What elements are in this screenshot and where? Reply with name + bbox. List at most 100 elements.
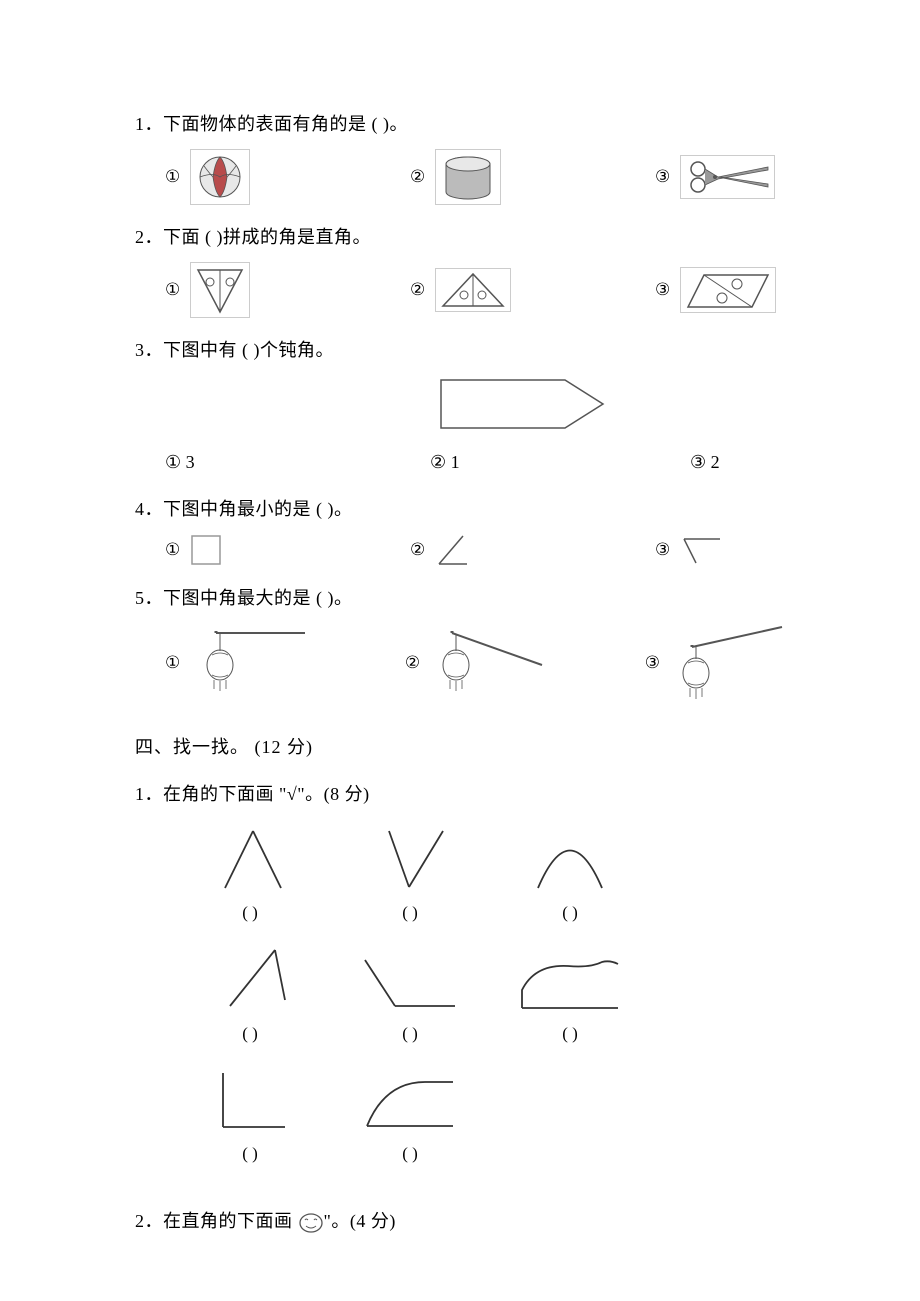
- s4q2-stem-a: 在直角的下面画: [163, 1211, 298, 1231]
- q1-num: 1．: [135, 114, 163, 134]
- q1-opt1: ①: [165, 149, 400, 205]
- find-cell-3: ( ): [490, 818, 650, 926]
- lantern-2-icon: [430, 623, 550, 703]
- q2-options: ① ② ③: [135, 262, 790, 318]
- q3-text: 3．下图中有 ( )个钝角。: [135, 336, 790, 365]
- question-1: 1．下面物体的表面有角的是 ( )。 ① ②: [135, 110, 790, 205]
- find-paren-4: ( ): [242, 1020, 258, 1047]
- q1-text: 1．下面物体的表面有角的是 ( )。: [135, 110, 790, 139]
- question-3: 3．下图中有 ( )个钝角。 ① 3 ② 1 ③ 2: [135, 336, 790, 478]
- find-paren-7: ( ): [242, 1140, 258, 1167]
- find-paren-1: ( ): [242, 899, 258, 926]
- find-paren-2: ( ): [402, 899, 418, 926]
- arc-shape-icon: [520, 823, 620, 893]
- q4-stem: 下图中角最小的是 ( )。: [163, 499, 353, 519]
- angle-shape-5-icon: [355, 954, 465, 1014]
- q4-num: 4．: [135, 499, 163, 519]
- question-2: 2．下面 ( )拼成的角是直角。 ① ②: [135, 223, 790, 318]
- q4-opt1: ①: [165, 534, 400, 566]
- curve-shape-8-icon: [355, 1074, 465, 1134]
- find-cell-7: ( ): [170, 1059, 330, 1167]
- angle-acute-low-icon: [435, 534, 471, 566]
- q3-opt3: ③ 2: [690, 448, 720, 477]
- q4-text: 4．下图中角最小的是 ( )。: [135, 495, 790, 524]
- find-cell-6: ( ): [490, 939, 650, 1047]
- find-paren-8: ( ): [402, 1140, 418, 1167]
- s4q1-num: 1．: [135, 784, 163, 804]
- q1-opt3-num: ③: [655, 163, 670, 190]
- angle-shape-2-icon: [365, 823, 455, 893]
- question-5: 5．下图中角最大的是 ( )。 ① ②: [135, 584, 790, 703]
- find-cell-8: ( ): [330, 1059, 490, 1167]
- q2-num: 2．: [135, 227, 163, 247]
- square-icon: [190, 534, 224, 566]
- q1-opt2: ②: [410, 149, 645, 205]
- q5-opt2: ②: [405, 623, 635, 703]
- curve-shape-6-icon: [510, 954, 630, 1014]
- s4q1-text: 1．在角的下面画 "√"。(8 分): [135, 780, 790, 809]
- smiley-icon: [298, 1212, 324, 1234]
- find-paren-6: ( ): [562, 1020, 578, 1047]
- right-angle-shape-icon: [205, 1069, 295, 1134]
- q3-stem: 下图中有 ( )个钝角。: [163, 340, 334, 360]
- q4-opt3-num: ③: [655, 536, 670, 563]
- q3-opt2: ② 1: [430, 448, 690, 477]
- angle-obtuse-icon: [680, 535, 722, 565]
- find-paren-3: ( ): [562, 899, 578, 926]
- q2-opt1: ①: [165, 262, 400, 318]
- q4-options: ① ② ③: [135, 534, 790, 566]
- triangle-up-icon: [435, 268, 511, 312]
- s4q2-num: 2．: [135, 1211, 163, 1231]
- q5-num: 5．: [135, 588, 163, 608]
- lantern-1-icon: [190, 623, 310, 703]
- triangle-down-icon: [190, 262, 250, 318]
- q2-opt1-num: ①: [165, 276, 180, 303]
- section4-q1: 1．在角的下面画 "√"。(8 分) ( ) ( ): [135, 780, 790, 1179]
- q5-options: ① ②: [135, 623, 790, 703]
- q5-opt3-num: ③: [645, 649, 660, 676]
- cylinder-icon: [435, 149, 501, 205]
- angle-shape-4-icon: [205, 944, 295, 1014]
- q4-opt3: ③: [655, 535, 722, 565]
- ball-icon: [190, 149, 250, 205]
- q1-opt2-num: ②: [410, 163, 425, 190]
- parallelogram-icon: [680, 267, 776, 313]
- s4q2-text: 2．在直角的下面画 "。(4 分): [135, 1207, 790, 1236]
- lantern-3-icon: [670, 623, 790, 703]
- q5-opt1-num: ①: [165, 649, 180, 676]
- q1-stem: 下面物体的表面有角的是 ( )。: [163, 114, 408, 134]
- q2-opt2: ②: [410, 268, 645, 312]
- find-paren-5: ( ): [402, 1020, 418, 1047]
- q2-opt3: ③: [655, 267, 776, 313]
- q3-num: 3．: [135, 340, 163, 360]
- q4-opt2: ②: [410, 534, 645, 566]
- q1-options: ① ② ③: [135, 149, 790, 205]
- q4-opt2-num: ②: [410, 536, 425, 563]
- q2-opt2-num: ②: [410, 276, 425, 303]
- q2-opt3-num: ③: [655, 276, 670, 303]
- q1-opt1-num: ①: [165, 163, 180, 190]
- find-grid: ( ) ( ) ( ): [135, 818, 790, 1179]
- q3-opt1: ① 3: [165, 448, 430, 477]
- angle-shape-1-icon: [205, 823, 295, 893]
- question-4: 4．下图中角最小的是 ( )。 ① ② ③: [135, 495, 790, 566]
- s4q1-stem: 在角的下面画 "√"。(8 分): [163, 784, 370, 804]
- q5-opt1: ①: [165, 623, 395, 703]
- find-cell-1: ( ): [170, 818, 330, 926]
- find-cell-4: ( ): [170, 939, 330, 1047]
- q3-options: ① 3 ② 1 ③ 2: [135, 448, 790, 477]
- q5-text: 5．下图中角最大的是 ( )。: [135, 584, 790, 613]
- find-cell-2: ( ): [330, 818, 490, 926]
- q1-opt3: ③: [655, 155, 775, 199]
- section4-q2: 2．在直角的下面画 "。(4 分): [135, 1207, 790, 1236]
- q5-stem: 下图中角最大的是 ( )。: [163, 588, 353, 608]
- q5-opt3: ③: [645, 623, 790, 703]
- q3-shape: [135, 374, 790, 434]
- q5-opt2-num: ②: [405, 649, 420, 676]
- section-4-title: 四、找一找。 (12 分): [135, 733, 790, 762]
- find-cell-5: ( ): [330, 939, 490, 1047]
- scissors-icon: [680, 155, 775, 199]
- q2-stem: 下面 ( )拼成的角是直角。: [163, 227, 371, 247]
- q2-text: 2．下面 ( )拼成的角是直角。: [135, 223, 790, 252]
- s4q2-stem-b: "。(4 分): [324, 1211, 396, 1231]
